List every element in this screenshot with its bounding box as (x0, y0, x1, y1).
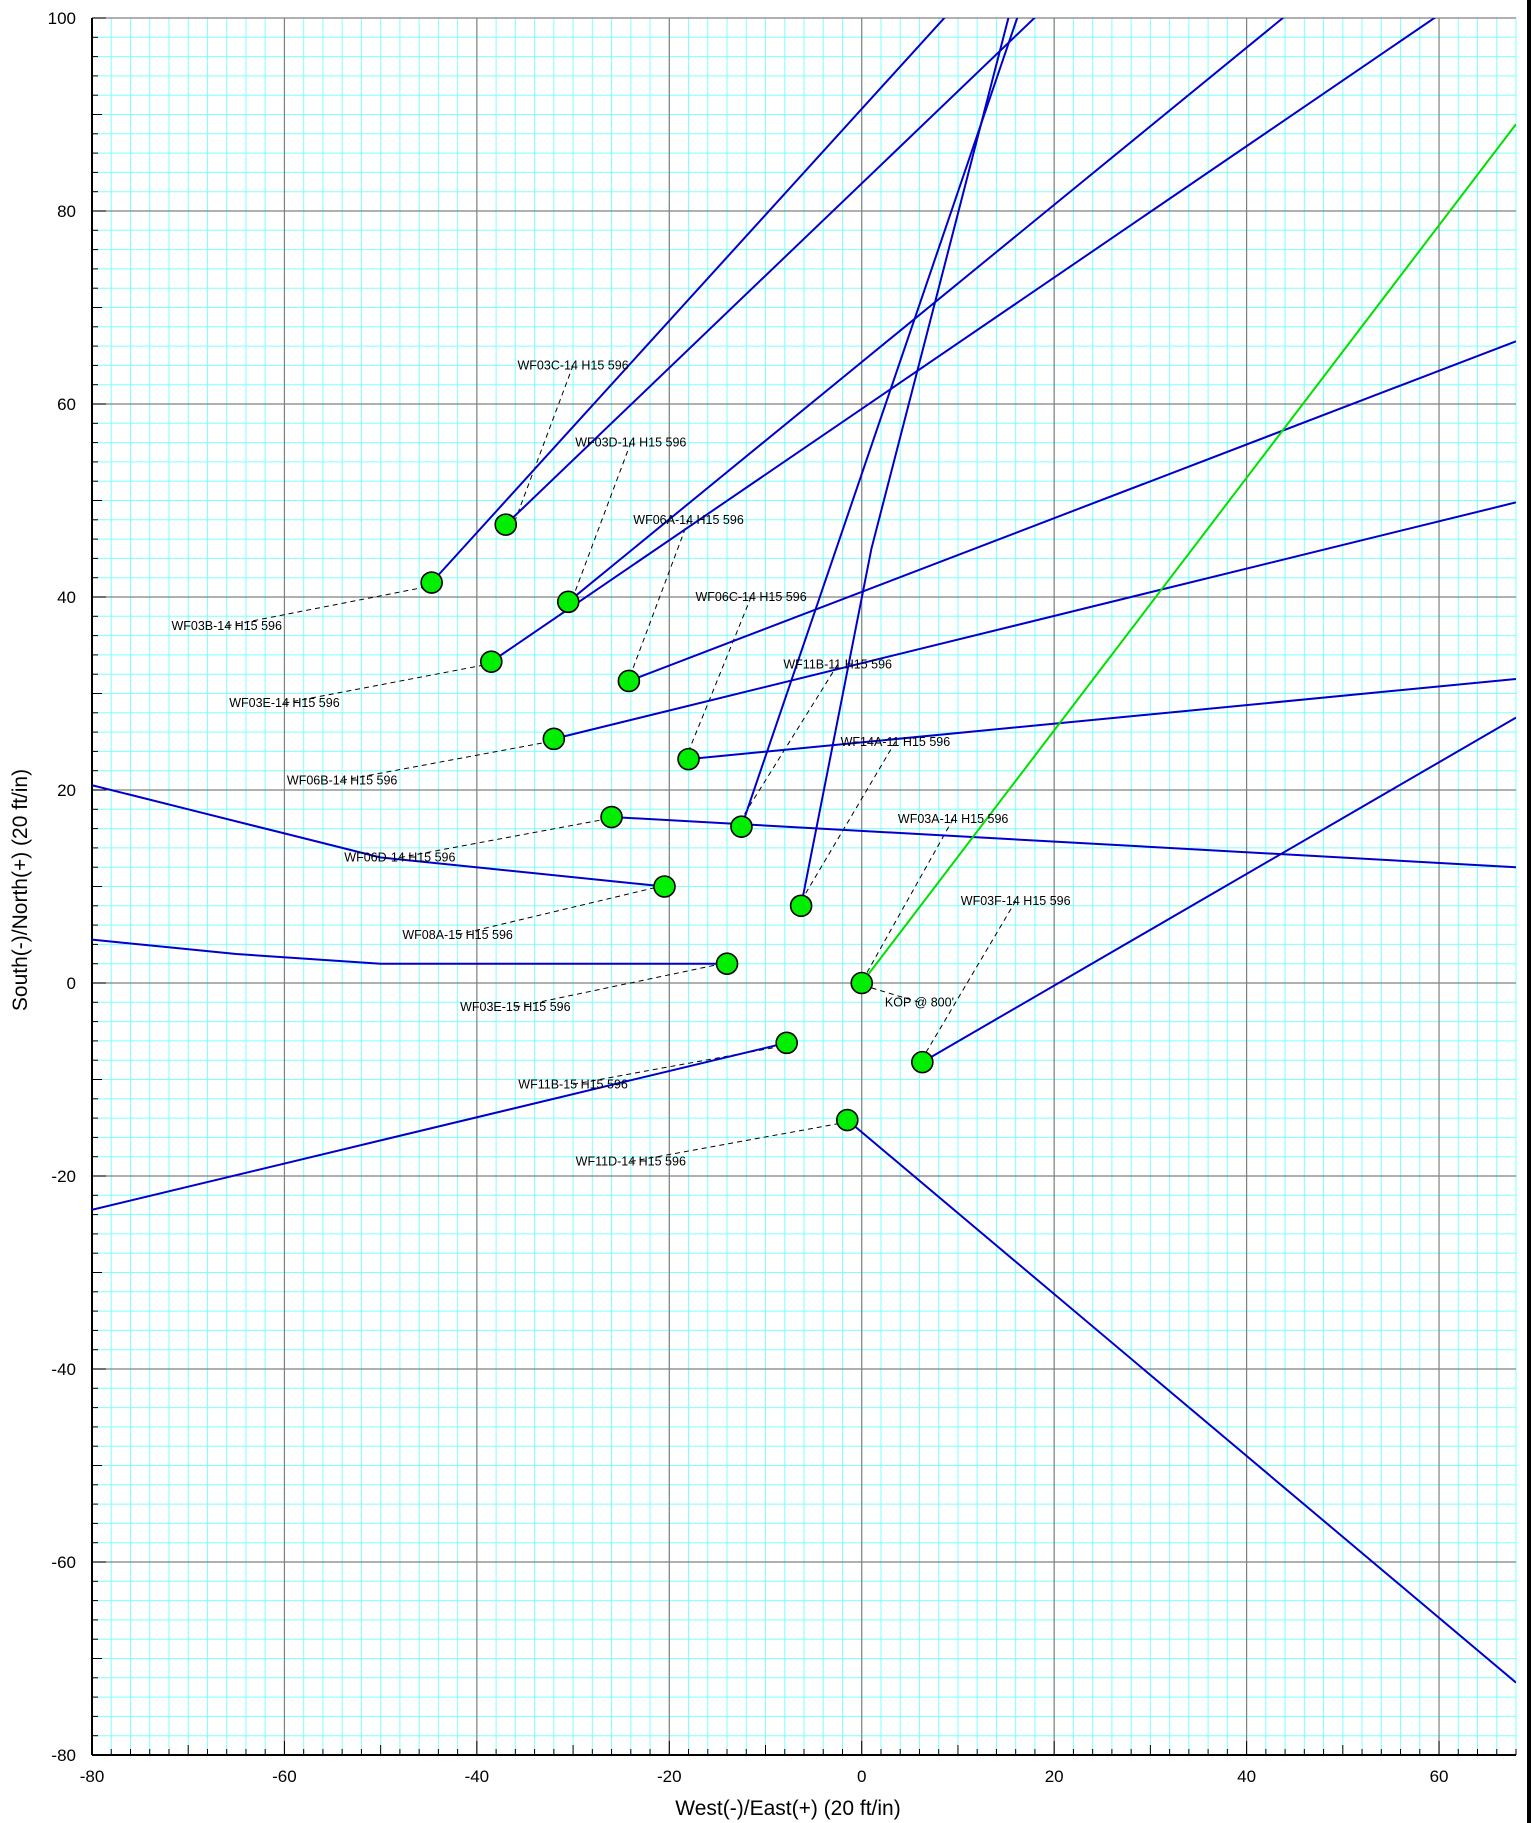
x-tick-label: 0 (857, 1767, 866, 1786)
x-tick-label: 20 (1045, 1767, 1064, 1786)
y-tick-label: -60 (51, 1553, 76, 1572)
y-tick-label: 0 (67, 974, 76, 993)
well-path (567, 18, 1285, 603)
label-leader-line (630, 519, 690, 675)
well-label: WF03D-14 H15 596 (575, 436, 686, 450)
well-path (505, 18, 1036, 526)
y-tick-label: 60 (57, 395, 76, 414)
well-path (740, 18, 1019, 828)
well-label: WF03E-14 H15 596 (229, 696, 340, 710)
well-path (921, 716, 1516, 1063)
well-path (553, 501, 1516, 740)
well-surface-marker (730, 815, 753, 838)
x-tick-label: -40 (465, 1767, 490, 1786)
well-surface-marker (556, 590, 580, 614)
x-tick-label: -60 (272, 1767, 297, 1786)
label-leader-line (399, 818, 607, 859)
well-label: WF11B-11 H15 596 (783, 658, 892, 672)
well-path (92, 938, 727, 965)
well-surface-marker (775, 1031, 798, 1055)
well-surface-marker (653, 875, 676, 898)
label-leaders (226, 365, 1017, 1163)
well-surface-marker (542, 727, 566, 751)
y-tick-label: -20 (51, 1167, 76, 1186)
label-leader-line (226, 586, 425, 627)
well-path (92, 784, 665, 888)
well-surface-marker (617, 669, 641, 693)
well-path (628, 340, 1516, 682)
label-leader-line (741, 664, 839, 820)
x-tick-label: 40 (1237, 1767, 1256, 1786)
y-tick-label: -40 (51, 1360, 76, 1379)
well-path (430, 18, 946, 584)
well-surface-marker (850, 971, 874, 995)
well-label: WF11B-15 H15 596 (518, 1077, 628, 1091)
x-tick-label: -80 (80, 1767, 105, 1786)
label-leader-line (572, 442, 632, 598)
well-label: WF06D-14 H15 596 (344, 851, 455, 865)
well-label: WF14A-11 H15 596 (841, 735, 951, 749)
label-leader-line (457, 886, 660, 936)
y-axis-title: South(-)/North(+) (20 ft/in) (9, 769, 32, 1011)
label-leader-line (342, 741, 550, 781)
well-label: WF06B-14 H15 596 (287, 773, 398, 787)
well-label: WF06A-14 H15 596 (633, 513, 744, 527)
label-leader-line (688, 596, 752, 752)
well-surface-marker (835, 1108, 859, 1132)
x-tick-label: 60 (1430, 1767, 1449, 1786)
well-path (800, 18, 1010, 906)
well-surface-marker (420, 571, 443, 594)
well-label: WF11D-14 H15 596 (576, 1155, 686, 1169)
well-labels: WF03C-14 H15 596 WF03B-14 H15 596 WF03D-14… (171, 358, 1070, 1168)
label-leader-line (514, 365, 574, 520)
well-path (611, 816, 1516, 869)
y-tick-label: 20 (57, 781, 76, 800)
well-surface-marker (677, 747, 700, 771)
y-tick-label: -80 (51, 1746, 76, 1765)
label-leader-line (803, 741, 896, 897)
well-label: WF03A-14 H15 596 (898, 812, 1009, 826)
well-paths (92, 18, 1516, 1684)
well-surface-marker (600, 805, 623, 829)
planned-well-path (860, 123, 1516, 984)
well-markers (420, 513, 934, 1132)
well-label: WF03F-14 H15 596 (961, 894, 1071, 908)
well-surface-marker (494, 513, 518, 536)
tick-labels: -80 -60 -40 -20 0 20 40 60 -80 -60 -40 -20 0 20 40 60 80… (48, 9, 1449, 1786)
well-label: WF06C-14 H15 596 (695, 590, 806, 604)
well-surface-marker (911, 1050, 934, 1074)
well-label: WF08A-15 H15 596 (402, 928, 513, 942)
well-label: WF03C-14 H15 596 (517, 358, 628, 372)
x-axis-title: West(-)/East(+) (20 ft/in) (675, 1797, 900, 1820)
y-tick-label: 40 (57, 588, 76, 607)
well-surface-marker (479, 650, 503, 673)
label-leader-line (284, 664, 487, 704)
well-path (490, 18, 1437, 663)
well-path (92, 1041, 787, 1211)
right-border (1527, 0, 1531, 1823)
y-tick-label: 100 (48, 9, 76, 28)
well-path (688, 678, 1516, 761)
label-leader-line (923, 900, 1017, 1056)
well-label: KOP @ 800' (885, 995, 954, 1009)
label-leader-line (866, 818, 954, 974)
axis-ticks (91, 17, 1517, 1756)
well-surface-marker (789, 894, 813, 918)
well-label: WF03B-14 H15 596 (171, 619, 282, 633)
well-path (846, 1119, 1516, 1684)
y-tick-label: 80 (57, 202, 76, 221)
well-label: WF03E-15 H15 596 (460, 1000, 571, 1014)
well-surface-marker (715, 952, 739, 976)
x-tick-label: -20 (657, 1767, 682, 1786)
